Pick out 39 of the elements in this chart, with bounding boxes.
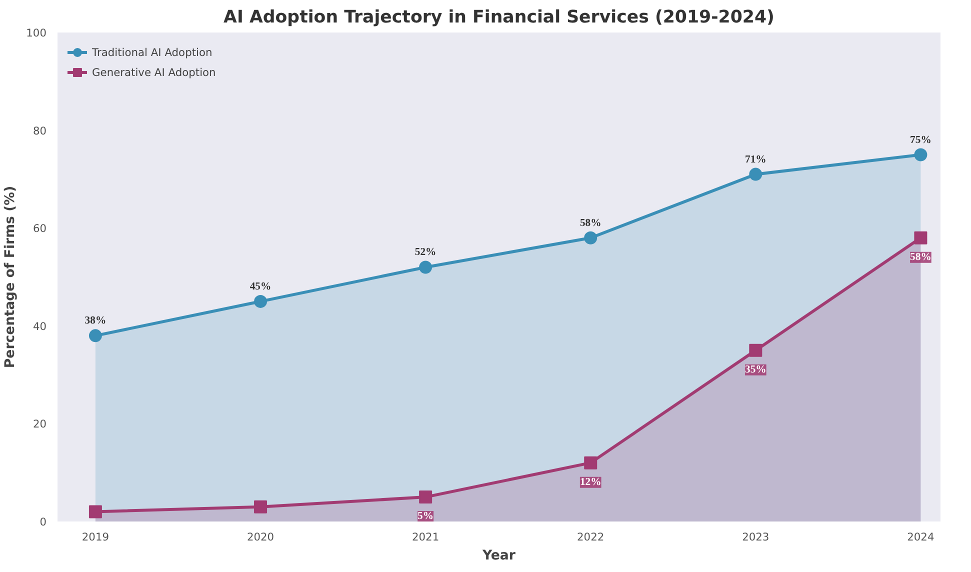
data-label: 45% (250, 281, 272, 292)
chart-title: AI Adoption Trajectory in Financial Services (2019-2024) (224, 8, 774, 28)
data-label: 58% (580, 218, 602, 229)
point (914, 148, 928, 162)
data-label: 58% (910, 252, 932, 263)
x-tick-label: 2022 (577, 530, 604, 544)
data-label: 5% (418, 511, 434, 522)
y-axis-title: Percentage of Firms (%) (3, 186, 18, 368)
data-label: 52% (414, 247, 436, 258)
point (419, 260, 432, 274)
x-tick-label: 2020 (246, 530, 274, 544)
data-label: 35% (744, 364, 766, 376)
data-label: 75% (910, 134, 932, 146)
y-tick-label: 80 (32, 124, 47, 138)
y-tick-label: 40 (32, 320, 47, 333)
y-tick-label: 0 (40, 516, 47, 528)
point (584, 456, 598, 470)
point (749, 344, 762, 357)
point (419, 490, 432, 504)
y-tick-label: 60 (32, 222, 47, 236)
y-tick-label: 20 (32, 418, 47, 431)
x-axis-title: Year (481, 548, 516, 564)
y-tick-label: 100 (26, 26, 47, 40)
point (584, 231, 598, 244)
x-tick-label: 2023 (742, 530, 770, 544)
point (88, 505, 102, 518)
point (254, 500, 268, 514)
data-label: 12% (580, 476, 602, 488)
point (749, 168, 762, 181)
legend-label: Traditional AI Adoption (92, 46, 212, 58)
x-tick-label: 2024 (907, 530, 934, 544)
point (88, 329, 102, 342)
point (914, 231, 928, 244)
x-tick-label: 2019 (82, 530, 110, 544)
data-label: 38% (84, 316, 106, 327)
legend-label: Generative AI Adoption (92, 66, 216, 78)
point (254, 294, 268, 308)
x-tick-label: 2021 (412, 530, 440, 544)
data-label: 71% (744, 154, 766, 166)
